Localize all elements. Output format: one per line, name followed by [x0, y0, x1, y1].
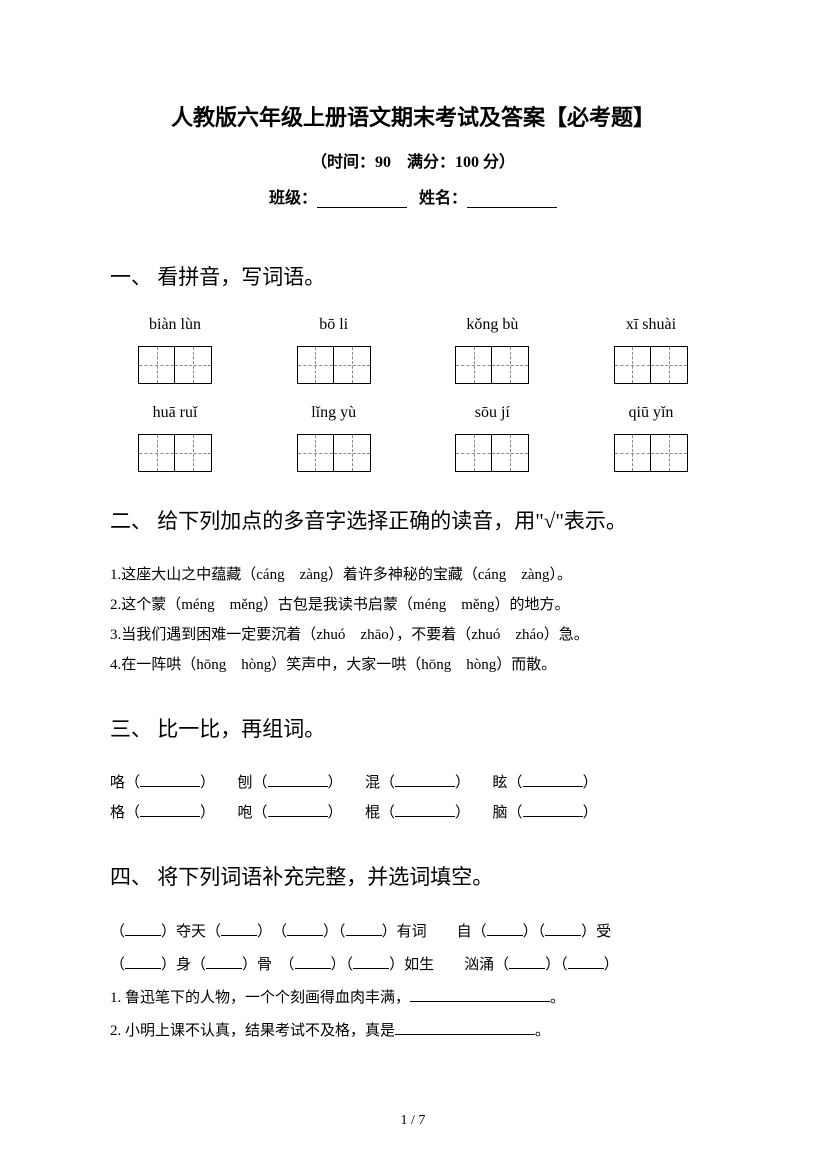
section-3-row-2: 格（ ） 咆（ ） 棍（ ） 脑（ ）	[110, 798, 716, 828]
fill-text: ） 棍（	[328, 805, 396, 821]
section-4-q1: 1. 鲁迅笔下的人物，一个个刻画得血肉丰满， 。	[110, 982, 716, 1015]
pinyin-row-1-labels: biàn lùn bō li kǒng bù xī shuài	[110, 316, 716, 340]
char-box[interactable]	[138, 434, 212, 472]
pinyin-label: kǒng bù	[427, 316, 557, 334]
fill-text: 格（	[110, 805, 140, 821]
fill-blank[interactable]	[287, 935, 323, 936]
section-4-line-2: （ ）身（ ）骨 （ ）（ ）如生 汹涌（ ）（ ）	[110, 949, 716, 982]
pinyin-row-2-labels: huā ruǐ lǐng yù sōu jí qiū yǐn	[110, 404, 716, 428]
fill-blank[interactable]	[346, 935, 382, 936]
fill-text: ）骨 （	[242, 957, 295, 973]
section-2-item: 4.在一阵哄（hōng hòng）笑声中，大家一哄（hōng hòng）而散。	[110, 650, 716, 680]
pinyin-label: xī shuài	[586, 316, 716, 334]
fill-blank[interactable]	[523, 816, 583, 817]
fill-text: ） 眩（	[455, 775, 523, 791]
fill-text: ）夺天（	[161, 924, 221, 940]
fill-text: ）受	[581, 924, 611, 940]
fill-blank[interactable]	[353, 968, 389, 969]
class-blank[interactable]	[317, 207, 407, 208]
fill-text: ）（	[331, 957, 354, 973]
fill-text: ）如生 汹涌（	[389, 957, 509, 973]
pinyin-label: biàn lùn	[110, 316, 240, 334]
fill-text: ）	[583, 775, 598, 791]
section-4: 四、 将下列词语补充完整，并选词填空。 （）夺天（） （）（）有词 自（）（）受…	[110, 858, 716, 1048]
char-box[interactable]	[297, 434, 371, 472]
boxes-row-2	[110, 434, 716, 472]
exam-subtitle: （时间：90 满分：100 分）	[110, 148, 716, 172]
fill-blank[interactable]	[410, 1001, 550, 1002]
fill-text: ）（	[523, 924, 546, 940]
fill-blank[interactable]	[125, 935, 161, 936]
question-text: 1. 鲁迅笔下的人物，一个个刻画得血肉丰满，	[110, 990, 410, 1006]
fill-text: ）	[583, 805, 598, 821]
fill-blank[interactable]	[395, 816, 455, 817]
pinyin-label: qiū yǐn	[586, 404, 716, 422]
fill-blank[interactable]	[395, 1034, 535, 1035]
boxes-row-1	[110, 346, 716, 384]
fill-blank[interactable]	[268, 816, 328, 817]
fill-blank[interactable]	[140, 816, 200, 817]
fill-text: ） 刨（	[200, 775, 268, 791]
fill-text: ） 咆（	[200, 805, 268, 821]
fill-blank[interactable]	[221, 935, 257, 936]
name-blank[interactable]	[467, 207, 557, 208]
fill-text: ）	[604, 957, 619, 973]
fill-text: ） 混（	[328, 775, 396, 791]
fill-blank[interactable]	[523, 786, 583, 787]
section-2-heading: 二、 给下列加点的多音字选择正确的读音，用"√"表示。	[110, 502, 716, 542]
fill-text: （	[110, 924, 125, 940]
section-4-heading: 四、 将下列词语补充完整，并选词填空。	[110, 858, 716, 898]
page-number: 1 / 7	[0, 1113, 826, 1129]
fill-blank[interactable]	[568, 968, 604, 969]
fill-blank[interactable]	[509, 968, 545, 969]
char-box[interactable]	[614, 434, 688, 472]
fill-text: ） （	[257, 924, 287, 940]
question-text: 。	[550, 990, 565, 1006]
name-label: 姓名：	[419, 190, 467, 207]
char-box[interactable]	[455, 434, 529, 472]
fill-text: ）（	[545, 957, 568, 973]
fill-blank[interactable]	[268, 786, 328, 787]
char-box[interactable]	[297, 346, 371, 384]
fill-blank[interactable]	[545, 935, 581, 936]
fill-blank[interactable]	[395, 786, 455, 787]
section-3: 三、 比一比，再组词。 咯（ ） 刨（ ） 混（ ） 眩（ ） 格（ ） 咆（ ） 棍（ ） …	[110, 710, 716, 828]
section-2: 二、 给下列加点的多音字选择正确的读音，用"√"表示。 1.这座大山之中蕴藏（c…	[110, 502, 716, 680]
question-text: 2. 小明上课不认真，结果考试不及格，真是	[110, 1023, 395, 1039]
char-box[interactable]	[455, 346, 529, 384]
fill-text: ）有词 自（	[382, 924, 487, 940]
char-box[interactable]	[614, 346, 688, 384]
pinyin-label: huā ruǐ	[110, 404, 240, 422]
char-box[interactable]	[138, 346, 212, 384]
fill-blank[interactable]	[487, 935, 523, 936]
section-4-q2: 2. 小明上课不认真，结果考试不及格，真是 。	[110, 1015, 716, 1048]
section-4-line-1: （ ）夺天（ ） （ ）（ ）有词 自（ ）（ ）受	[110, 916, 716, 949]
question-text: 。	[535, 1023, 550, 1039]
section-2-item: 2.这个蒙（méng měng）古包是我读书启蒙（méng měng）的地方。	[110, 590, 716, 620]
fill-blank[interactable]	[125, 968, 161, 969]
fill-blank[interactable]	[140, 786, 200, 787]
section-1: 一、 看拼音，写词语。 biàn lùn bō li kǒng bù xī sh…	[110, 258, 716, 472]
fill-text: ）身（	[161, 957, 206, 973]
fill-blank[interactable]	[206, 968, 242, 969]
pinyin-label: bō li	[269, 316, 399, 334]
section-1-heading: 一、 看拼音，写词语。	[110, 258, 716, 298]
fill-text: ）（	[323, 924, 346, 940]
pinyin-label: lǐng yù	[269, 404, 399, 422]
class-label: 班级：	[269, 190, 317, 207]
fill-text: 咯（	[110, 775, 140, 791]
student-info: 班级： 姓名：	[110, 184, 716, 208]
page-title: 人教版六年级上册语文期末考试及答案【必考题】	[110, 100, 716, 132]
section-3-heading: 三、 比一比，再组词。	[110, 710, 716, 750]
fill-text: ） 脑（	[455, 805, 523, 821]
section-2-item: 1.这座大山之中蕴藏（cáng zàng）着许多神秘的宝藏（cáng zàng）…	[110, 560, 716, 590]
pinyin-label: sōu jí	[427, 404, 557, 422]
section-2-item: 3.当我们遇到困难一定要沉着（zhuó zhāo），不要着（zhuó zháo）…	[110, 620, 716, 650]
fill-blank[interactable]	[295, 968, 331, 969]
fill-text: （	[110, 957, 125, 973]
section-3-row-1: 咯（ ） 刨（ ） 混（ ） 眩（ ）	[110, 768, 716, 798]
